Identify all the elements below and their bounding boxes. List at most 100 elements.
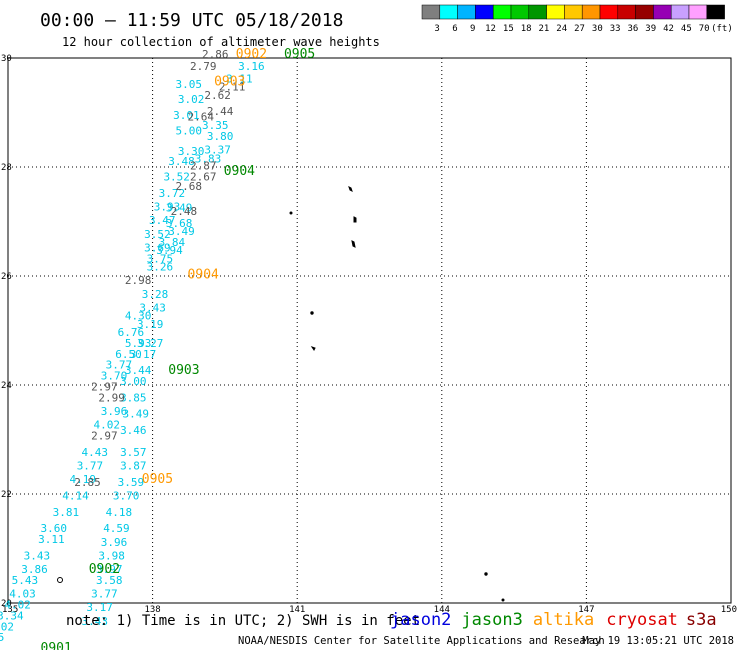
wave-height-value: 3.93 — [154, 201, 181, 214]
wave-height-value: 3.34 — [0, 609, 24, 622]
color-scale-label: 24 — [556, 24, 567, 34]
color-scale-label: 70 — [699, 24, 710, 34]
color-scale-label: 3 — [434, 24, 439, 34]
wave-height-value: 3.70 — [113, 489, 140, 502]
axis-tick-labels: 135 138 141 144 147 150 20 22 24 26 28 30 — [1, 54, 737, 615]
wave-height-value: 2.98 — [125, 274, 152, 287]
wave-height-value: 3.85 — [120, 391, 147, 404]
y-tick-label: 20 — [1, 599, 12, 609]
wave-height-value: 3.77 — [91, 588, 118, 601]
wave-height-value: 2.87 — [190, 160, 217, 173]
wave-height-value: 2.48 — [171, 205, 198, 218]
wave-height-value: 5.93 — [125, 337, 152, 350]
wave-height-value: 3.49 — [122, 408, 149, 421]
x-tick-label: 135 — [2, 605, 18, 615]
legend-cryosat: cryosat — [606, 610, 678, 630]
pass-time-label: 0903 — [168, 363, 199, 378]
color-swatch — [653, 4, 672, 20]
chart-subtitle: 12 hour collection of altimeter wave hei… — [62, 35, 380, 49]
wave-height-value: 4.19 — [69, 473, 96, 486]
island-shape — [484, 572, 488, 576]
wave-height-value: 3.47 — [149, 214, 176, 227]
color-scale-label: 45 — [681, 24, 692, 34]
wave-height-value: 3.43 — [139, 301, 166, 314]
x-tick-label: 147 — [578, 605, 594, 615]
wave-height-value: 2.62 — [204, 89, 231, 102]
wave-height-value: 3.43 — [82, 615, 109, 628]
wave-height-value: 4.03 — [9, 588, 36, 601]
wave-height-value: 3.30 — [178, 145, 205, 158]
wave-height-value: 2.97 — [91, 380, 118, 393]
wave-height-value: 3.59 — [118, 476, 145, 489]
legend-altika: altika — [533, 610, 594, 630]
wave-height-value: 2.86 — [202, 48, 229, 61]
color-swatch — [581, 4, 601, 20]
legend-s3a: s3a — [686, 610, 717, 630]
wave-height-value: 4.02 — [94, 419, 121, 432]
y-tick-label: 30 — [1, 54, 12, 64]
wave-height-value: 3.43 — [24, 549, 51, 562]
color-swatch — [439, 4, 458, 20]
wave-height-value: 3.46 — [120, 424, 147, 437]
color-scale-label: 36 — [628, 24, 639, 34]
wave-height-value: 3.37 — [204, 143, 231, 156]
wave-height-value: 3.70 — [101, 370, 128, 383]
legend-jason3: jason3 — [461, 610, 522, 630]
pass-time-label: 0905 — [284, 47, 315, 62]
wave-height-value: 3.80 — [207, 130, 234, 143]
wave-height-value: 4.30 — [125, 310, 152, 323]
color-scale-label: 9 — [470, 24, 475, 34]
island-shape — [310, 346, 316, 351]
plot-frame — [7, 57, 732, 604]
wave-height-value: 3.69 — [144, 241, 171, 254]
wave-height-value: 2.99 — [98, 391, 125, 404]
wave-height-value: 3.11 — [38, 533, 65, 546]
pass-time-label: 0903 — [214, 74, 245, 89]
color-scale-label: 15 — [503, 24, 514, 34]
color-scale-label: 21 — [539, 24, 550, 34]
color-swatch — [421, 4, 441, 20]
wave-height-value: 3.81 — [53, 506, 80, 519]
footer-timestamp: May 19 13:05:21 UTC 2018 — [582, 635, 734, 647]
wave-height-value: 2.44 — [207, 105, 234, 118]
wave-height-value: 3.87 — [120, 459, 147, 472]
island-shape — [353, 216, 357, 223]
wave-height-value: 4.18 — [106, 506, 133, 519]
x-tick-label: 144 — [434, 605, 450, 615]
wave-height-value: 3.68 — [166, 217, 193, 230]
wave-height-value: 3.00 — [120, 375, 147, 388]
y-tick-label: 22 — [1, 490, 12, 500]
color-swatch — [635, 4, 654, 20]
wave-height-value: 3.75 — [147, 252, 174, 265]
wave-height-value: 3.96 — [101, 405, 128, 418]
wave-height-value: 3.52 — [163, 171, 190, 184]
wave-height-value: 2.68 — [176, 180, 203, 193]
color-scale-label: 42 — [663, 24, 674, 34]
wave-height-marks: 3.163.113.053.023.015.00 3.353.803.30 3.37… — [0, 47, 315, 650]
wave-height-value: 3.27 — [137, 337, 164, 350]
wave-height-value: 3.60 — [41, 522, 68, 535]
footer-note: note: 1) Time is in UTC; 2) SWH is in fe… — [66, 613, 420, 629]
color-swatch — [599, 4, 619, 20]
pass-time-label: 0902 — [89, 562, 120, 577]
wave-height-value: 2.97 — [91, 430, 118, 443]
wave-height-value: 3.16 — [238, 60, 265, 73]
wave-height-value: 3.48 — [168, 155, 195, 168]
wave-height-value: 3.05 — [176, 78, 203, 91]
wave-height-value: 3.72 — [159, 187, 186, 200]
wave-height-value: 3.02 — [178, 93, 205, 106]
wave-height-value: 3.28 — [142, 288, 169, 301]
color-scale-label: 12 — [485, 24, 496, 34]
chart-title: 00:00 – 11:59 UTC 05/18/2018 — [40, 10, 343, 31]
wave-height-value: 4.14 — [62, 489, 89, 502]
color-scale-label: 39 — [645, 24, 656, 34]
wave-height-value: 3.84 — [159, 236, 186, 249]
wave-height-value: 3.57 — [120, 446, 147, 459]
wave-height-value: 3.94 — [156, 244, 183, 257]
wave-height-value: 3.83 — [195, 153, 222, 166]
wave-height-value: 4.43 — [82, 446, 109, 459]
wave-height-value: 3.45 — [0, 631, 4, 644]
x-tick-label: 141 — [289, 605, 305, 615]
x-tick-label: 150 — [721, 605, 737, 615]
